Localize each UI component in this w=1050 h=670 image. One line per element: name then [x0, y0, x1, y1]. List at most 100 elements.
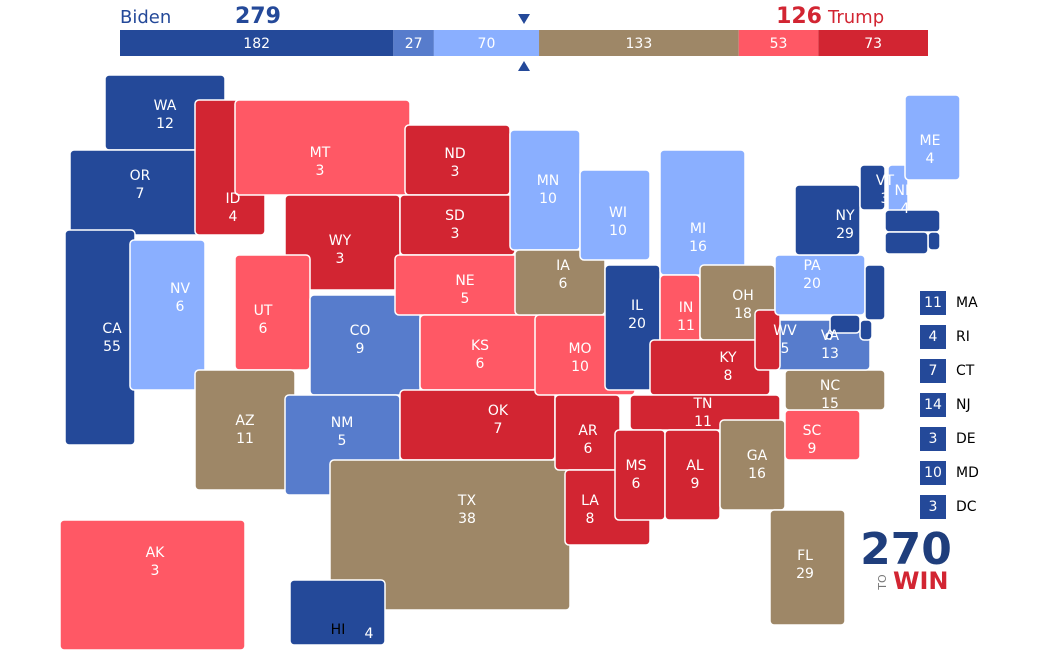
callout-box — [920, 393, 946, 417]
state — [927, 231, 941, 251]
state-abbr: WA — [154, 98, 177, 114]
state — [509, 129, 581, 251]
state-abbr: MT — [310, 145, 331, 161]
state-abbr: AL — [686, 458, 704, 474]
state-abbr: AR — [578, 423, 598, 439]
state-abbr: NV — [170, 281, 190, 297]
callout-box — [920, 427, 946, 451]
state-abbr: SC — [803, 423, 822, 439]
state-abbr: TX — [457, 493, 477, 509]
state — [399, 194, 516, 256]
callout-votes: 4 — [929, 329, 938, 345]
right-votes: 126 — [776, 4, 822, 29]
state-abbr: FL — [797, 548, 813, 564]
state-votes: 6 — [559, 276, 568, 292]
state-abbr: HI — [331, 622, 346, 638]
state-abbr: VT — [876, 173, 895, 189]
state — [579, 169, 651, 261]
state — [234, 254, 311, 371]
state-votes: 10 — [571, 359, 589, 375]
state-votes: 5 — [781, 341, 790, 357]
logo: 270 TO WIN — [860, 524, 952, 595]
score-segment — [738, 30, 819, 56]
state — [904, 94, 961, 181]
state-abbr: PA — [803, 258, 821, 274]
segment-label: 27 — [405, 36, 423, 52]
state — [859, 319, 873, 341]
state — [649, 339, 771, 396]
state-abbr: NM — [331, 415, 354, 431]
state-votes: 3 — [451, 226, 460, 242]
state — [859, 164, 886, 211]
callout-abbr: DC — [956, 499, 977, 515]
state-votes: 7 — [136, 186, 145, 202]
state-abbr: AK — [146, 545, 166, 561]
state-abbr: NC — [820, 378, 840, 394]
state — [884, 209, 941, 233]
logo-number: 270 — [860, 524, 952, 575]
callout-abbr: MD — [956, 465, 979, 481]
state-votes: 3 — [881, 191, 890, 207]
segment-label: 53 — [770, 36, 788, 52]
state-votes: 4 — [901, 201, 910, 217]
state — [784, 409, 861, 461]
state-votes: 5 — [338, 433, 347, 449]
state — [59, 519, 246, 651]
state-votes: 4 — [365, 626, 374, 642]
state-votes: 6 — [176, 299, 185, 315]
callout-box — [920, 291, 946, 315]
callout-abbr: DE — [956, 431, 976, 447]
state-votes: 9 — [808, 441, 817, 457]
state-abbr: ND — [444, 146, 465, 162]
callout-votes: 14 — [924, 397, 942, 413]
state-votes: 4 — [229, 209, 238, 225]
state — [719, 419, 786, 511]
callout-votes: 7 — [929, 363, 938, 379]
state — [659, 149, 746, 276]
score-segment — [393, 30, 434, 56]
state-votes: 3 — [151, 563, 160, 579]
state-votes: 55 — [103, 339, 121, 355]
state-votes: 11 — [236, 431, 254, 447]
state-abbr: CA — [102, 321, 122, 337]
state-votes: 9 — [691, 476, 700, 492]
state-abbr: MO — [568, 341, 591, 357]
callout-box — [920, 461, 946, 485]
state-abbr: IN — [679, 300, 694, 316]
callout-votes: 3 — [929, 431, 938, 447]
state — [64, 229, 136, 446]
callout-votes: 11 — [924, 295, 942, 311]
state — [829, 314, 861, 334]
state-votes: 4 — [926, 151, 935, 167]
score-segment — [818, 30, 928, 56]
state-votes: 8 — [724, 368, 733, 384]
callout-abbr: CT — [956, 363, 975, 379]
state-votes: 11 — [677, 318, 695, 334]
state-votes: 9 — [356, 341, 365, 357]
state-abbr: ID — [226, 191, 241, 207]
state-abbr: IL — [631, 298, 643, 314]
state-votes: 6 — [476, 356, 485, 372]
state-abbr: GA — [747, 448, 768, 464]
state — [399, 389, 556, 461]
state-abbr: WI — [609, 205, 627, 221]
state-abbr: CO — [350, 323, 371, 339]
state-abbr: NY — [835, 208, 854, 224]
state-abbr: NH — [895, 183, 916, 199]
state-votes: 13 — [821, 346, 839, 362]
state-votes: 20 — [803, 276, 821, 292]
state-votes: 15 — [821, 396, 839, 412]
state — [194, 369, 296, 491]
state — [664, 429, 721, 521]
state-abbr: ME — [920, 133, 941, 149]
state-abbr: NE — [455, 273, 474, 289]
state-abbr: IA — [556, 258, 570, 274]
callout-box — [920, 359, 946, 383]
segment-label: 133 — [626, 36, 653, 52]
state-abbr: OR — [130, 168, 151, 184]
state-votes: 12 — [156, 116, 174, 132]
state-votes: 8 — [586, 511, 595, 527]
state-abbr: TN — [692, 396, 712, 412]
state — [769, 509, 846, 626]
